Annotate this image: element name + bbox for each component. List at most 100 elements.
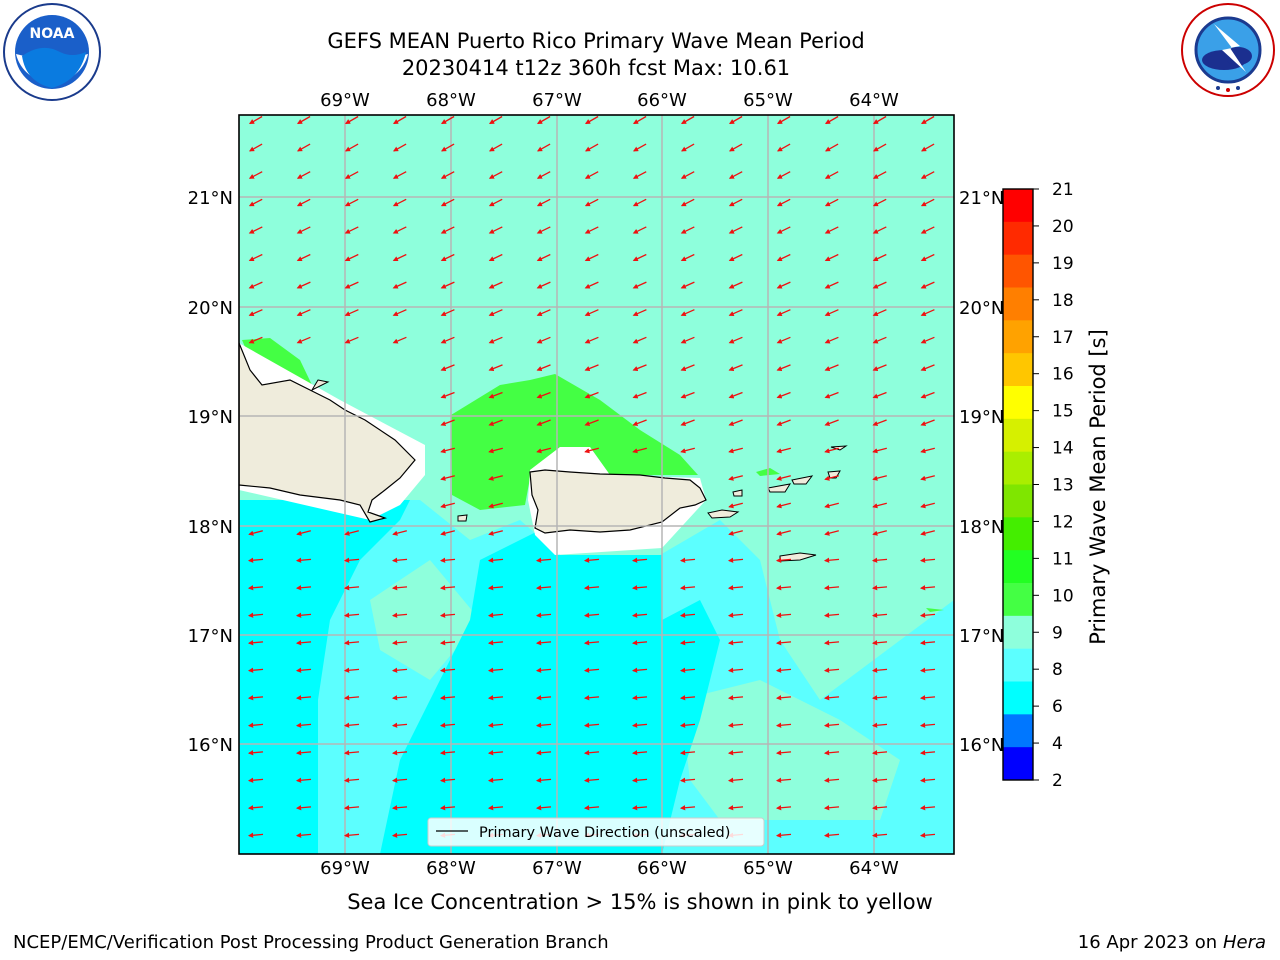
- wave-arrow: [295, 640, 312, 646]
- wave-arrow: [343, 832, 360, 838]
- wave-arrow: [632, 364, 647, 371]
- wave-arrow: [727, 557, 744, 563]
- wave-arrow: [776, 198, 791, 207]
- wave-arrow: [439, 750, 456, 756]
- footer-date-text: 16 Apr 2023 on: [1077, 932, 1223, 953]
- wave-arrow: [728, 309, 743, 317]
- wave-arrow: [248, 143, 263, 152]
- wave-arrow: [536, 115, 551, 125]
- noaa-logo-icon: NOAA: [3, 3, 101, 101]
- footer-machine: Hera: [1222, 932, 1266, 953]
- wave-arrow: [728, 226, 743, 234]
- colorbar-tick-label: 16: [1052, 365, 1074, 385]
- wave-arrow: [584, 115, 599, 125]
- wave-arrow: [871, 777, 888, 783]
- wave-arrow: [440, 364, 455, 371]
- wave-arrow: [343, 557, 360, 563]
- wave-arrow: [728, 253, 743, 262]
- wave-arrow: [296, 143, 311, 152]
- noaa-logo-text: NOAA: [30, 26, 75, 42]
- wave-arrow: [296, 281, 311, 289]
- wave-arrow: [727, 777, 744, 783]
- wave-arrow: [344, 309, 359, 317]
- wave-arrow: [488, 143, 503, 152]
- wave-arrow: [295, 557, 312, 563]
- colorbar-swatch: [1003, 714, 1033, 748]
- colorbar-tick-label: 10: [1052, 586, 1074, 606]
- wave-arrow: [247, 612, 264, 618]
- colorbar-swatch: [1003, 517, 1033, 551]
- colorbar-tick-label: 13: [1052, 476, 1074, 496]
- wave-arrow: [824, 309, 839, 317]
- wave-arrow: [824, 391, 839, 399]
- wave-arrow: [584, 143, 599, 152]
- wave-arrow: [439, 640, 456, 646]
- wave-arrow: [584, 336, 599, 344]
- wave-arrow: [488, 530, 503, 536]
- sea-ice-note-text: Sea Ice Concentration > 15% is shown in …: [347, 890, 933, 914]
- wave-arrow: [535, 695, 552, 701]
- colorbar-tick-label: 2: [1052, 771, 1063, 791]
- wave-arrow: [488, 336, 503, 344]
- wave-arrow: [823, 612, 840, 618]
- land-tortola: [791, 475, 814, 485]
- wave-arrow: [776, 115, 791, 125]
- wave-arrow: [680, 198, 695, 207]
- lat-label: 19°N: [188, 407, 233, 428]
- wave-arrow: [823, 667, 840, 673]
- wave-arrow: [776, 475, 791, 481]
- colorbar-swatch: [1003, 386, 1033, 420]
- wave-arrow: [248, 115, 263, 125]
- wave-arrow: [872, 475, 887, 481]
- wave-arrow: [343, 585, 360, 591]
- wave-arrow: [440, 419, 455, 426]
- wave-arrow: [439, 805, 456, 811]
- nws-logo-icon: [1181, 3, 1275, 97]
- wave-arrow: [920, 364, 935, 371]
- wave-arrow: [824, 475, 839, 481]
- wave-arrow: [823, 805, 840, 811]
- lon-label: 67°W: [532, 90, 582, 111]
- colorbar-tick-label: 20: [1052, 217, 1074, 237]
- lat-label: 20°N: [188, 298, 233, 319]
- wave-arrow: [680, 253, 695, 262]
- wave-arrow: [632, 226, 647, 234]
- noaa-logo: NOAA: [2, 2, 102, 102]
- wave-arrow: [583, 750, 600, 756]
- wave-arrow: [584, 253, 599, 262]
- wave-arrow: [823, 777, 840, 783]
- wave-arrow: [775, 750, 792, 756]
- wave-arrow: [248, 530, 263, 536]
- wave-arrow: [823, 557, 840, 563]
- wave-arrow: [872, 143, 887, 152]
- wave-arrow: [871, 640, 888, 646]
- lon-labels-bottom: 69°W 68°W 67°W 66°W 65°W 64°W: [320, 858, 899, 879]
- wave-arrow: [824, 171, 839, 179]
- wave-arrow: [488, 447, 503, 454]
- colorbar-swatch: [1003, 418, 1033, 453]
- sea-ice-note: Sea Ice Concentration > 15% is shown in …: [0, 890, 1280, 914]
- wave-arrow: [776, 309, 791, 317]
- wave-arrow: [631, 805, 648, 811]
- wave-arrow: [488, 253, 503, 262]
- wave-arrow: [871, 667, 888, 673]
- wave-arrow: [728, 502, 743, 509]
- wave-arrow: [440, 115, 455, 125]
- colorbar-tick-label: 4: [1052, 734, 1063, 754]
- wave-arrow: [920, 198, 935, 207]
- wave-arrow: [439, 667, 456, 673]
- wave-arrow: [488, 281, 503, 289]
- lat-label: 19°N: [959, 407, 1004, 428]
- wave-arrow: [536, 253, 551, 262]
- colorbar-tick-label: 19: [1052, 254, 1074, 274]
- wave-arrow: [391, 585, 408, 591]
- wave-arrow: [535, 585, 552, 591]
- wave-arrow: [296, 336, 311, 344]
- wave-arrow: [824, 198, 839, 207]
- wave-arrow: [391, 722, 408, 728]
- wave-arrow: [680, 336, 695, 344]
- wave-arrow: [824, 419, 839, 426]
- colorbar-swatch: [1003, 254, 1033, 288]
- colorbar: 21 20 19 18 17 16 15 14 13 12 11 10 9 8 6 4 2: [1002, 180, 1074, 791]
- wave-arrow: [488, 475, 503, 481]
